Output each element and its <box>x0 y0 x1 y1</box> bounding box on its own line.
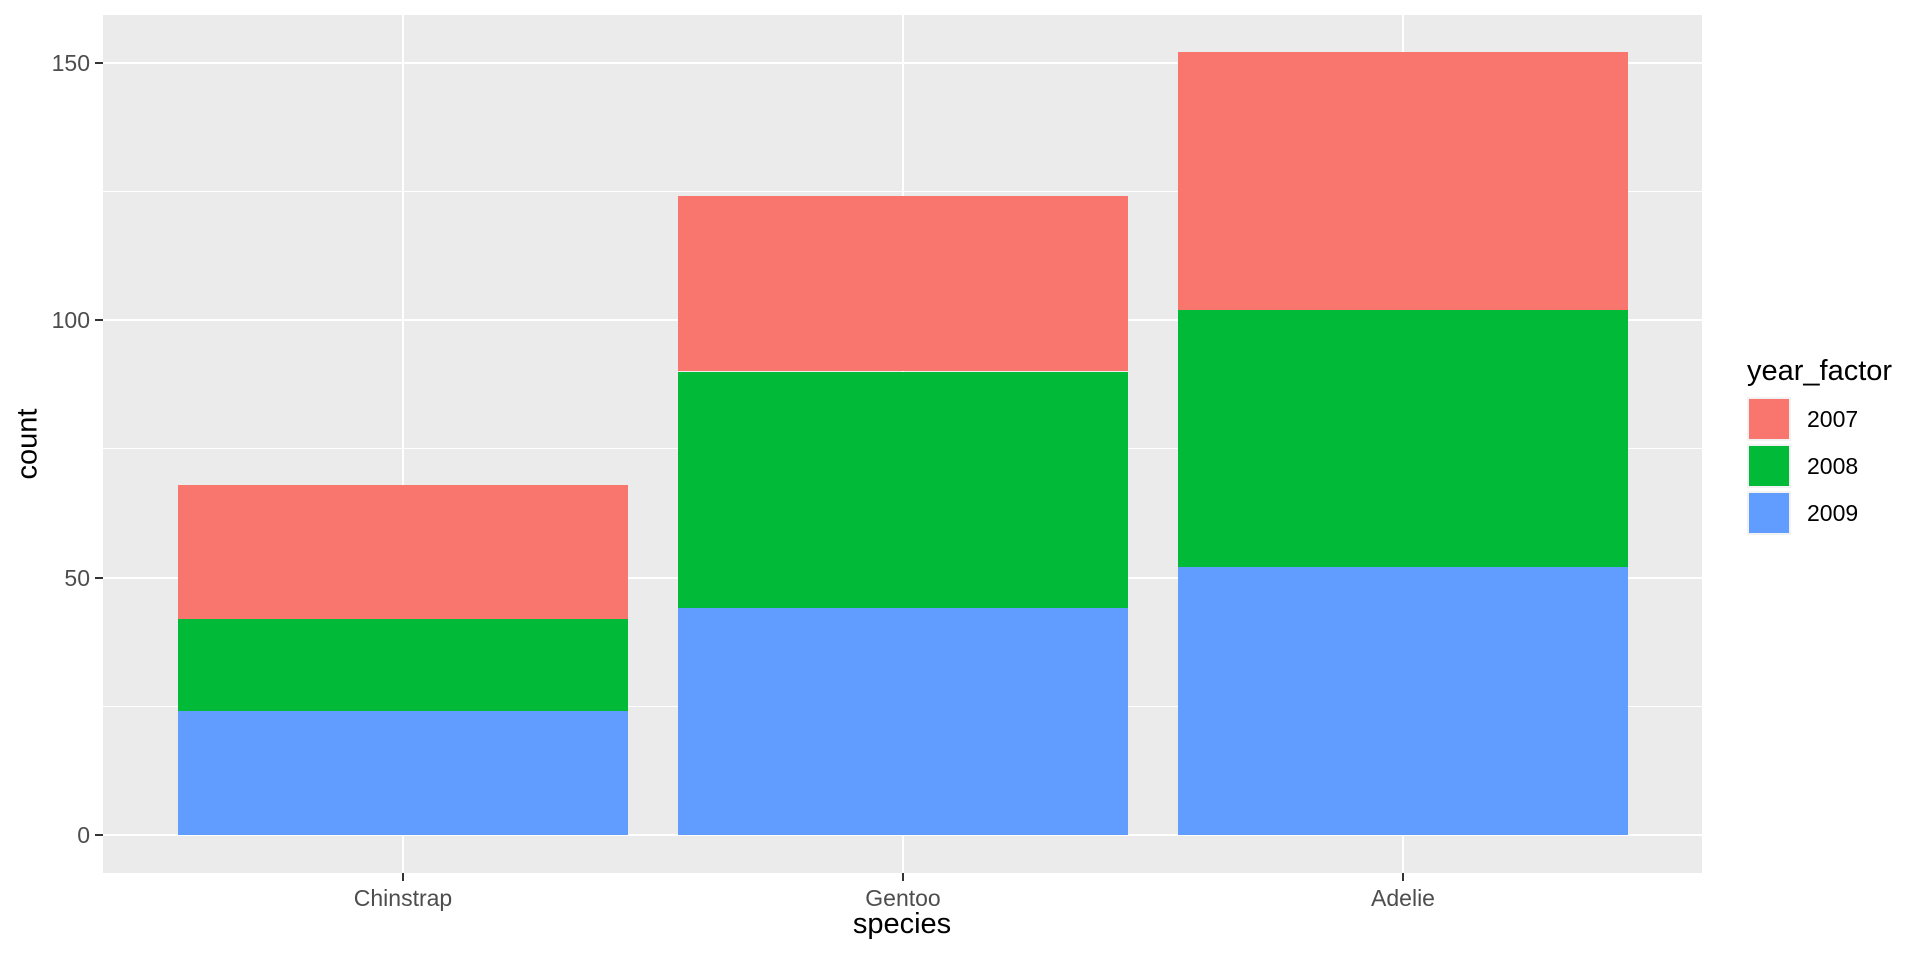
legend-key-2007 <box>1747 397 1791 441</box>
bar-segment-chinstrap-2009 <box>178 711 628 835</box>
legend-swatch-2008 <box>1749 446 1789 486</box>
legend: year_factor 2007 2008 2009 <box>1747 354 1892 535</box>
y-tick-label: 0 <box>77 822 90 848</box>
legend-title: year_factor <box>1747 355 1893 387</box>
bar-segment-adelie-2009 <box>1178 567 1628 835</box>
y-tick-mark <box>95 61 103 64</box>
y-tick-label: 100 <box>51 307 90 333</box>
x-tick-label-chinstrap: Chinstrap <box>353 885 453 911</box>
legend-item-2009: 2009 <box>1747 491 1892 535</box>
bar-segment-gentoo-2008 <box>678 371 1128 609</box>
x-tick-label-adelie: Adelie <box>1371 885 1435 911</box>
y-axis-title: count <box>11 408 44 480</box>
bar-segment-gentoo-2009 <box>678 608 1128 835</box>
x-major-gridline <box>402 15 404 873</box>
y-tick-label: 150 <box>51 49 90 76</box>
legend-item-2008: 2008 <box>1747 444 1892 488</box>
y-tick-mark <box>95 319 103 321</box>
x-tick-mark <box>902 873 904 881</box>
bar-segment-chinstrap-2007 <box>178 484 628 619</box>
legend-item-2007: 2007 <box>1747 397 1892 441</box>
bar-segment-gentoo-2007 <box>678 196 1128 372</box>
legend-swatch-2007 <box>1749 399 1789 439</box>
legend-label-2009: 2009 <box>1807 500 1859 526</box>
x-tick-mark <box>1402 873 1404 881</box>
bar-segment-adelie-2008 <box>1178 309 1628 568</box>
x-tick-mark <box>402 873 404 881</box>
y-tick-label: 50 <box>64 564 90 591</box>
bar-segment-adelie-2007 <box>1178 52 1628 310</box>
x-tick-label-gentoo: Gentoo <box>865 885 941 911</box>
legend-items: 2007 2008 2009 <box>1747 397 1892 535</box>
legend-label-2007: 2007 <box>1807 406 1859 432</box>
x-axis-title: species <box>852 908 952 940</box>
bar-segment-chinstrap-2008 <box>178 618 628 712</box>
y-tick-mark <box>95 576 103 579</box>
legend-swatch-2009 <box>1749 493 1789 533</box>
legend-label-2008: 2008 <box>1807 453 1859 479</box>
plot-panel <box>103 15 1702 873</box>
legend-key-2008 <box>1747 444 1791 488</box>
y-tick-mark <box>95 834 103 836</box>
legend-key-2009 <box>1747 491 1791 535</box>
